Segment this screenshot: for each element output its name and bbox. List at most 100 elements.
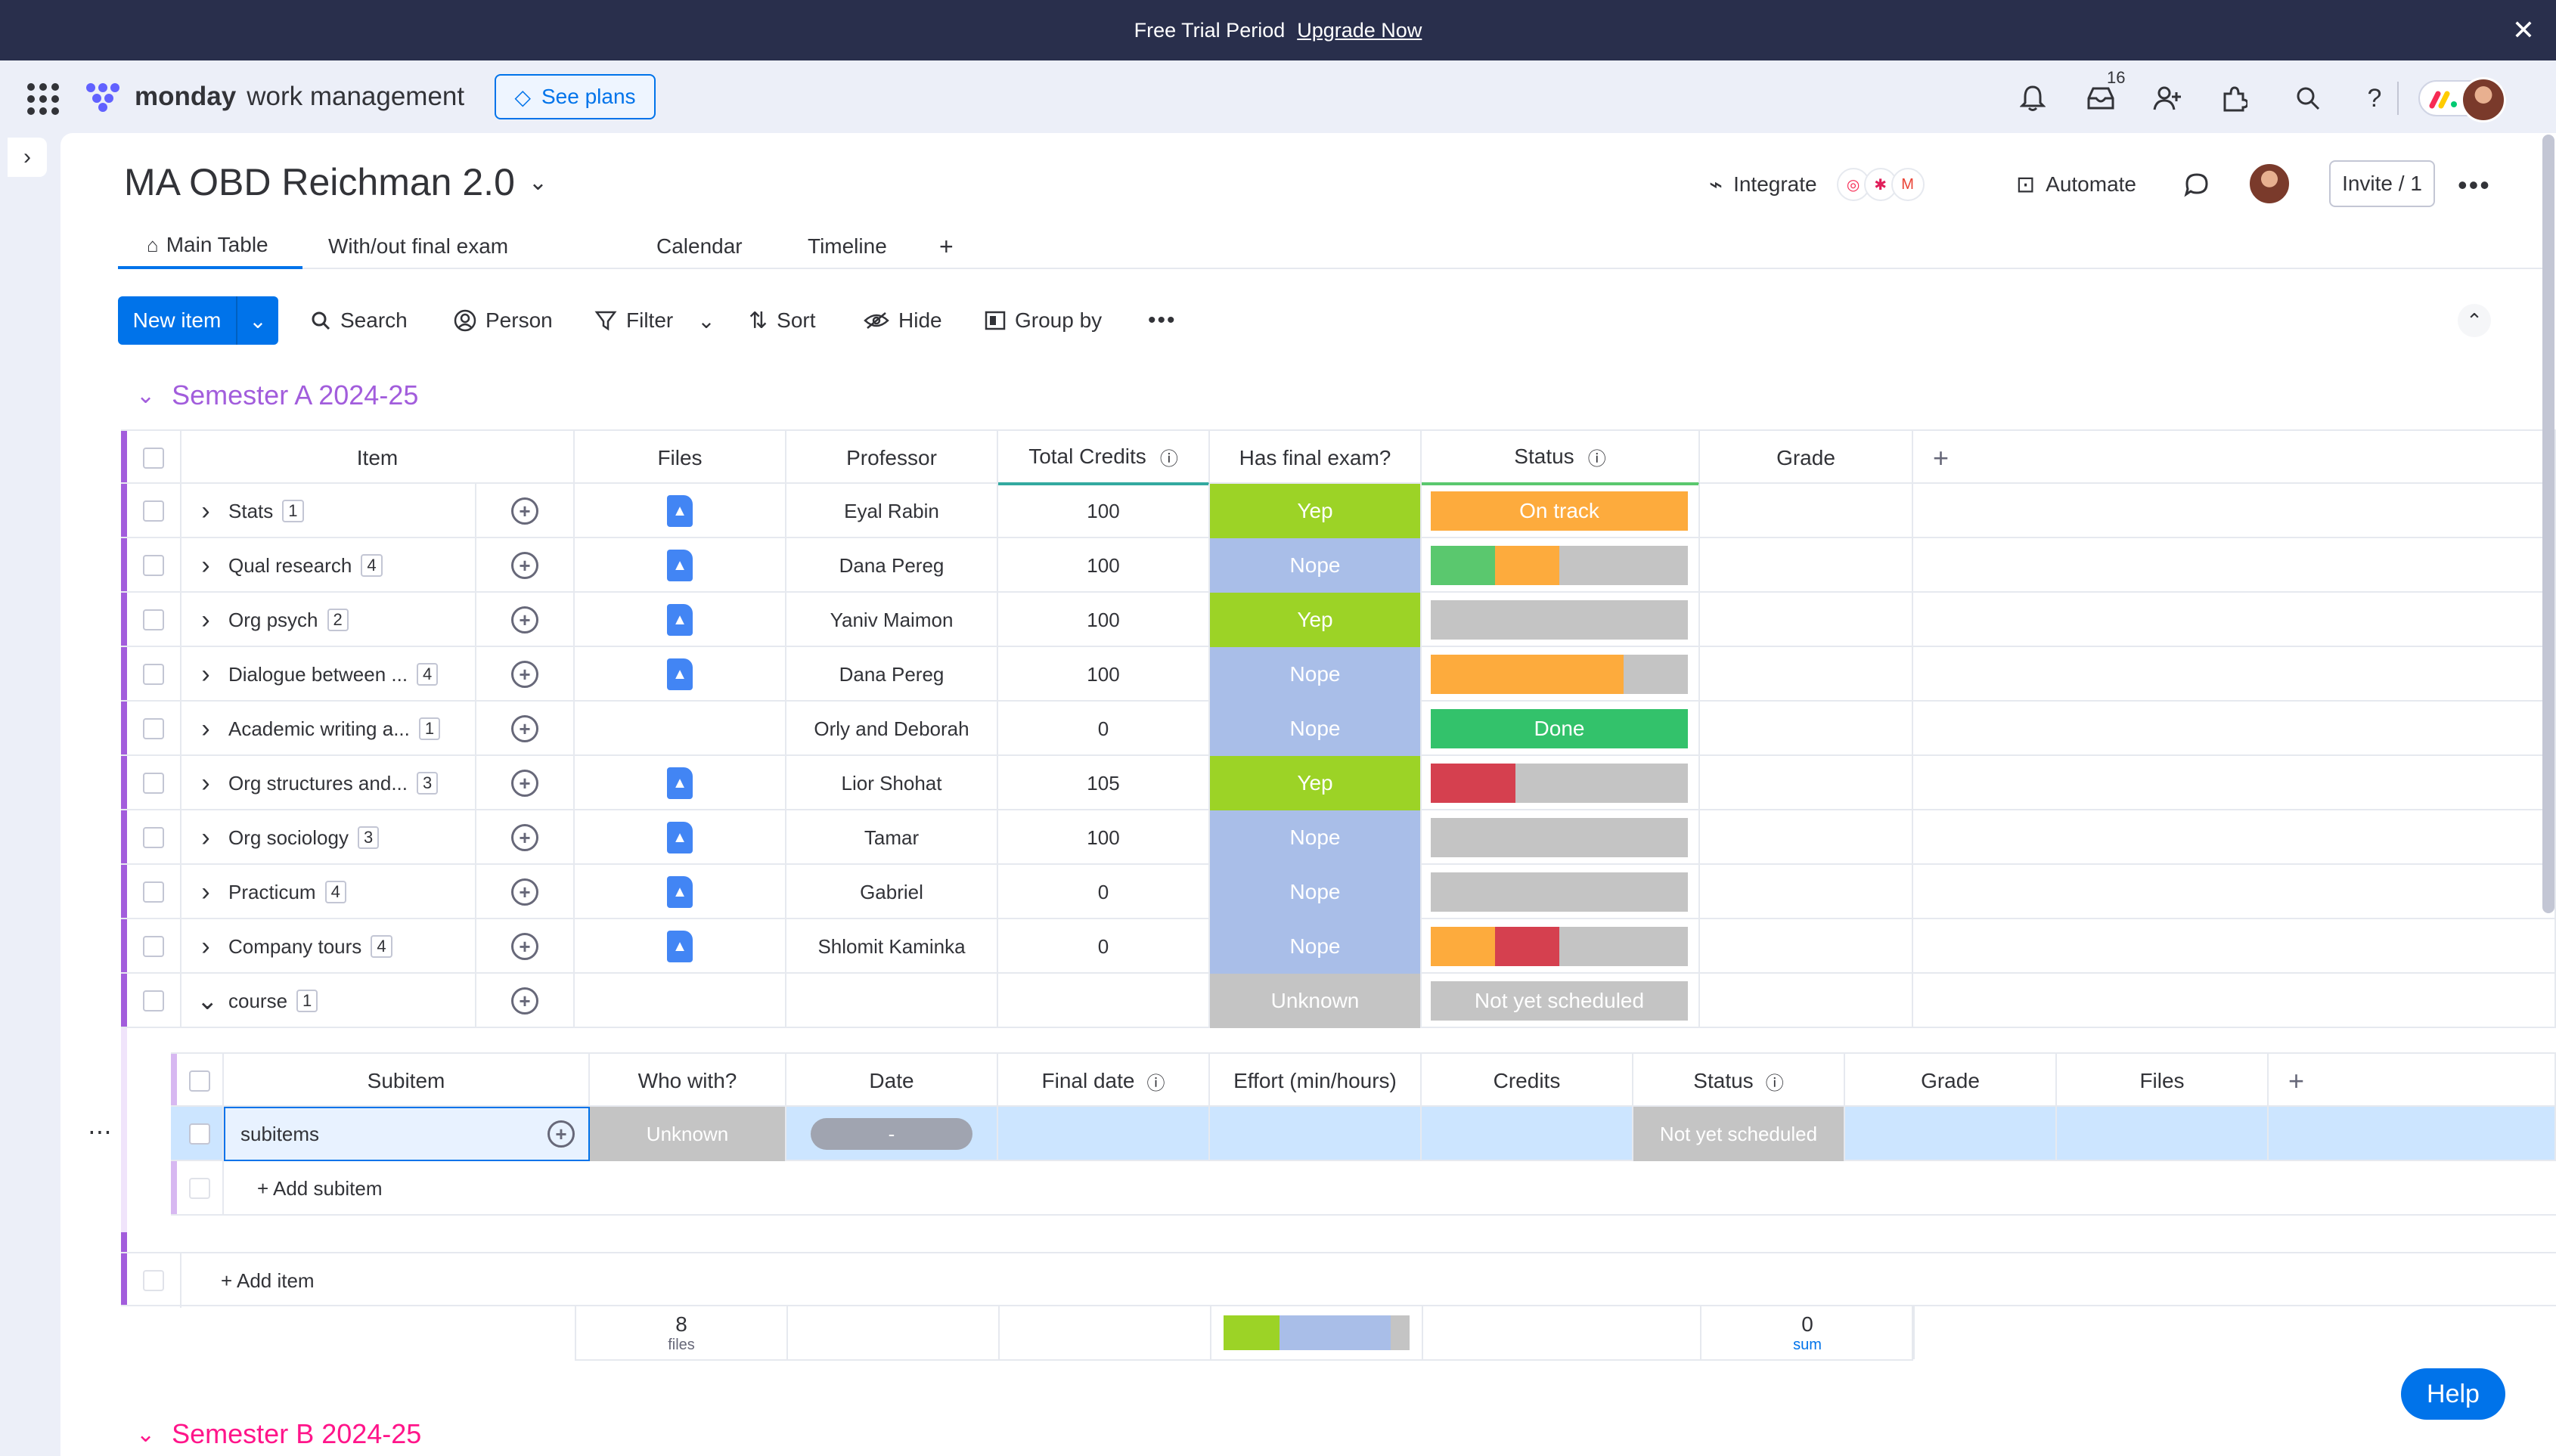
who-with-label[interactable]: Unknown xyxy=(646,1122,729,1145)
subitem-column-header-credits[interactable]: Credits xyxy=(1422,1054,1633,1108)
item-name[interactable]: Dialogue between ... xyxy=(228,662,408,686)
chevron-right-icon[interactable]: › xyxy=(201,659,210,689)
grade-cell[interactable] xyxy=(1700,919,1913,974)
item-name[interactable]: Practicum xyxy=(228,880,316,903)
credits-cell[interactable] xyxy=(998,974,1210,1028)
professor-cell[interactable] xyxy=(786,974,998,1028)
column-header-item[interactable]: Item xyxy=(181,431,575,485)
chevron-right-icon[interactable]: › xyxy=(201,714,210,743)
group-header-semester-b[interactable]: ⌄ Semester B 2024-25 xyxy=(136,1418,421,1450)
professor-cell[interactable]: Tamar xyxy=(786,810,998,865)
add-update-icon[interactable]: + xyxy=(511,824,538,851)
add-item-link[interactable]: + Add item xyxy=(221,1269,315,1292)
row-checkbox[interactable] xyxy=(143,990,164,1011)
item-name[interactable]: Qual research xyxy=(228,553,352,577)
column-header-grade[interactable]: Grade xyxy=(1700,431,1913,485)
subitem-column-header-effort[interactable]: Effort (min/hours) xyxy=(1210,1054,1422,1108)
subitem-column-header-status[interactable]: Status ⓘ xyxy=(1633,1054,1845,1108)
collapse-header-icon[interactable]: ⌃ xyxy=(2458,304,2491,337)
final-exam-cell[interactable]: Yep xyxy=(1210,756,1422,810)
conversation-cell[interactable]: + xyxy=(476,810,575,865)
grade-cell[interactable] xyxy=(1700,538,1913,593)
sort-button[interactable]: ⇅ Sort xyxy=(749,296,816,345)
search-button[interactable]: Search xyxy=(310,296,408,345)
final-exam-label[interactable]: Nope xyxy=(1210,865,1420,919)
subitem-more-icon[interactable]: ⋯ xyxy=(88,1118,112,1145)
add-update-icon[interactable]: + xyxy=(511,661,538,688)
conversation-cell[interactable]: + xyxy=(476,974,575,1028)
chevron-down-icon[interactable]: ⌄ xyxy=(236,296,278,345)
credits-cell[interactable]: 100 xyxy=(998,484,1210,538)
final-exam-cell[interactable]: Yep xyxy=(1210,593,1422,647)
bell-icon[interactable] xyxy=(2015,80,2051,116)
final-exam-label[interactable]: Yep xyxy=(1210,484,1420,538)
subitem-column-header-chk[interactable] xyxy=(177,1054,224,1108)
info-icon[interactable]: ⓘ xyxy=(1765,1073,1784,1094)
subitem-count-badge[interactable]: 4 xyxy=(324,881,346,903)
final-exam-label[interactable]: Nope xyxy=(1210,647,1420,702)
professor-cell[interactable]: Gabriel xyxy=(786,865,998,919)
add-update-icon[interactable]: + xyxy=(511,933,538,960)
row-checkbox[interactable] xyxy=(143,881,164,903)
see-plans-button[interactable]: ◇ See plans xyxy=(495,74,656,119)
row-checkbox[interactable] xyxy=(143,448,164,469)
checkbox-cell[interactable] xyxy=(127,865,181,919)
subitem-cell-chk[interactable] xyxy=(177,1107,224,1161)
subitem-name[interactable]: subitems xyxy=(240,1122,320,1145)
status-cell[interactable] xyxy=(1422,865,1700,919)
group-header-semester-a[interactable]: ⌄ Semester A 2024-25 xyxy=(136,379,418,411)
person-filter-button[interactable]: Person xyxy=(454,296,553,345)
chevron-down-icon[interactable]: ⌄ xyxy=(136,383,156,408)
item-name[interactable]: Org structures and... xyxy=(228,771,408,795)
item-name-cell[interactable]: › Company tours 4 xyxy=(181,919,476,974)
credits-cell[interactable]: 100 xyxy=(998,647,1210,702)
google-drive-file-icon[interactable]: ▲ xyxy=(667,822,693,853)
item-name-cell[interactable]: ⌄ course 1 xyxy=(181,974,476,1028)
row-checkbox[interactable] xyxy=(143,827,164,848)
credits-cell[interactable]: 100 xyxy=(998,593,1210,647)
subitem-cell-files[interactable] xyxy=(2057,1107,2269,1161)
conversation-cell[interactable]: + xyxy=(476,538,575,593)
status-cell[interactable] xyxy=(1422,919,1700,974)
files-cell[interactable]: ▲ xyxy=(575,756,786,810)
add-update-icon[interactable]: + xyxy=(511,770,538,797)
brand-logo[interactable]: monday work management xyxy=(85,76,464,118)
final-exam-cell[interactable]: Nope xyxy=(1210,865,1422,919)
files-cell[interactable]: ▲ xyxy=(575,484,786,538)
files-cell[interactable] xyxy=(575,702,786,756)
status-cell[interactable] xyxy=(1422,538,1700,593)
status-progress-bar[interactable]: On track xyxy=(1431,491,1688,531)
row-checkbox[interactable] xyxy=(143,664,164,685)
more-options-icon[interactable]: ••• xyxy=(2458,169,2491,200)
add-update-icon[interactable]: + xyxy=(511,606,538,634)
final-exam-label[interactable]: Nope xyxy=(1210,538,1420,593)
subitem-count-badge[interactable]: 2 xyxy=(327,609,349,631)
expand-sidebar-icon[interactable]: › xyxy=(8,138,47,177)
status-cell[interactable]: Not yet scheduled xyxy=(1422,974,1700,1028)
files-cell[interactable]: ▲ xyxy=(575,919,786,974)
grade-cell[interactable] xyxy=(1700,647,1913,702)
conversation-cell[interactable]: + xyxy=(476,865,575,919)
checkbox-cell[interactable] xyxy=(127,702,181,756)
professor-cell[interactable]: Orly and Deborah xyxy=(786,702,998,756)
item-name-cell[interactable]: › Org structures and... 3 xyxy=(181,756,476,810)
files-summary[interactable]: 8 files xyxy=(576,1306,788,1359)
status-progress-bar[interactable] xyxy=(1431,600,1688,640)
professor-summary[interactable] xyxy=(788,1306,1000,1359)
checkbox-cell[interactable] xyxy=(127,974,181,1028)
filter-button[interactable]: Filter ⌄ xyxy=(594,296,715,345)
item-name-cell[interactable]: › Qual research 4 xyxy=(181,538,476,593)
add-update-icon[interactable]: + xyxy=(511,715,538,742)
checkbox-cell[interactable] xyxy=(127,593,181,647)
column-header-files[interactable]: Files xyxy=(575,431,786,485)
final-exam-cell[interactable]: Nope xyxy=(1210,810,1422,865)
chevron-down-icon[interactable]: ⌄ xyxy=(136,1421,156,1447)
chevron-down-icon[interactable]: ⌄ xyxy=(528,169,548,195)
final-exam-cell[interactable]: Nope xyxy=(1210,702,1422,756)
add-column-icon[interactable]: + xyxy=(1933,442,1950,473)
checkbox-cell[interactable] xyxy=(127,647,181,702)
final-exam-distribution-bar[interactable] xyxy=(1224,1315,1410,1350)
info-icon[interactable]: ⓘ xyxy=(1159,448,1178,469)
subitem-cell-credits[interactable] xyxy=(1422,1107,1633,1161)
final-exam-label[interactable]: Nope xyxy=(1210,919,1420,974)
